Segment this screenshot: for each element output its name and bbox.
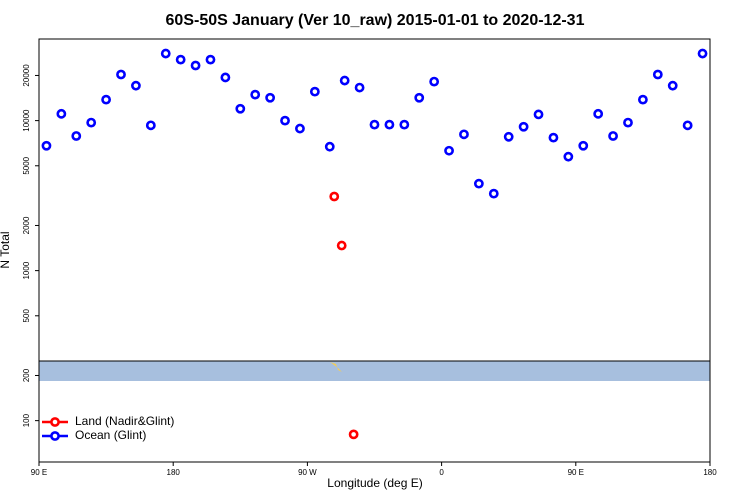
- point: [295, 123, 305, 134]
- legend-marker: [50, 417, 60, 427]
- point: [533, 109, 544, 120]
- point: [518, 121, 529, 132]
- point: [71, 131, 82, 141]
- point: [348, 429, 359, 440]
- y-tick-label: 2000: [22, 216, 31, 234]
- point: [429, 76, 440, 87]
- x-tick-label: 0: [439, 468, 444, 477]
- point: [339, 75, 350, 86]
- point: [623, 117, 633, 128]
- point: [503, 131, 514, 142]
- point: [563, 151, 574, 162]
- point: [667, 80, 678, 91]
- x-tick-label: 180: [703, 468, 717, 477]
- y-tick-label: 1000: [22, 261, 31, 279]
- y-tick-label: 20000: [22, 64, 31, 87]
- map-band: [39, 361, 710, 381]
- point: [697, 48, 708, 59]
- point: [414, 92, 425, 103]
- point: [324, 141, 335, 152]
- point: [459, 129, 469, 140]
- point: [444, 145, 454, 156]
- point: [473, 178, 484, 189]
- point: [652, 69, 663, 80]
- y-tick-label: 10000: [22, 109, 31, 132]
- point: [354, 82, 365, 93]
- point: [336, 240, 347, 251]
- chart-title: 60S-50S January (Ver 10_raw) 2015-01-01 …: [166, 12, 585, 29]
- point: [250, 89, 261, 100]
- x-tick-label: 90 E: [568, 468, 584, 477]
- point: [205, 54, 216, 65]
- plot-frame: [38, 38, 711, 463]
- point: [548, 132, 559, 143]
- point: [593, 108, 604, 119]
- point: [116, 69, 126, 80]
- point: [608, 131, 618, 141]
- point: [399, 119, 410, 130]
- point: [101, 94, 111, 105]
- point: [265, 92, 276, 103]
- point: [86, 117, 97, 128]
- land-patch: [330, 362, 342, 372]
- y-tick-label: 200: [22, 368, 31, 382]
- x-tick-label: 90 E: [31, 468, 47, 477]
- point: [638, 94, 648, 105]
- point: [280, 115, 290, 126]
- y-axis-label: N Total: [0, 231, 12, 268]
- y-tick-label: 500: [22, 309, 31, 323]
- point: [220, 72, 231, 83]
- point: [682, 120, 693, 131]
- point: [131, 80, 141, 91]
- y-tick-label: 5000: [22, 156, 31, 174]
- point: [160, 48, 171, 59]
- legend-label: Ocean (Glint): [75, 428, 146, 442]
- point: [145, 120, 156, 131]
- point: [369, 119, 380, 130]
- point: [488, 188, 499, 199]
- x-tick-label: 90 W: [298, 468, 317, 477]
- x-tick-label: 180: [167, 468, 181, 477]
- point: [309, 86, 320, 97]
- point: [578, 140, 589, 151]
- point: [329, 191, 340, 202]
- point: [56, 108, 67, 119]
- point: [384, 119, 395, 130]
- point: [175, 54, 186, 65]
- y-tick-label: 100: [22, 413, 31, 427]
- point: [235, 103, 246, 114]
- point: [190, 60, 201, 71]
- legend-marker: [50, 431, 60, 441]
- legend-label: Land (Nadir&Glint): [75, 414, 174, 428]
- point: [41, 140, 52, 151]
- x-axis-label: Longitude (deg E): [327, 476, 422, 490]
